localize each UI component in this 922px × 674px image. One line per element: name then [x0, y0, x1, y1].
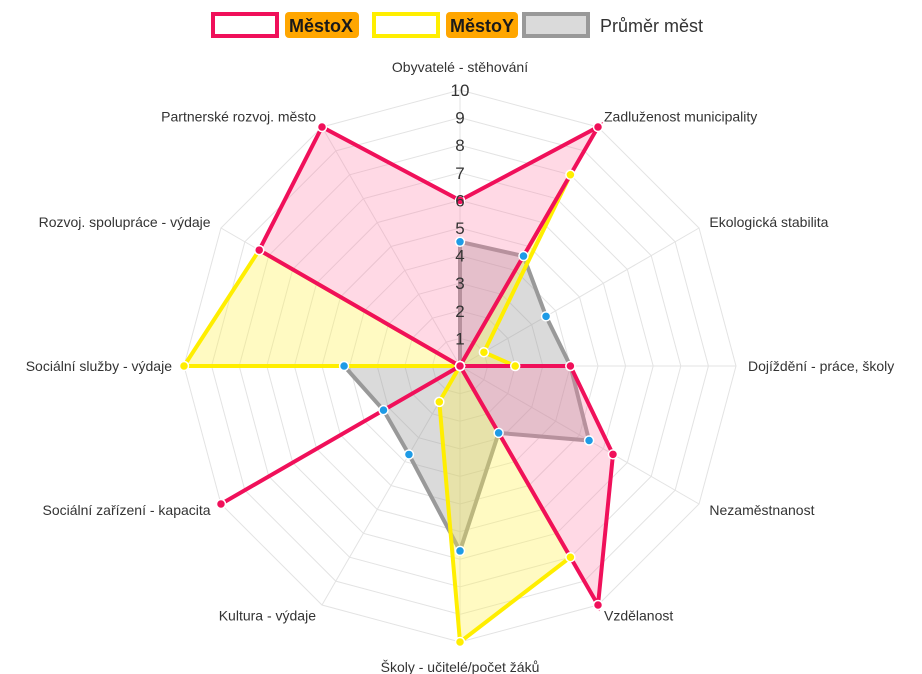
axis-label: Ekologická stabilita: [709, 214, 828, 230]
data-point-s0-10[interactable]: [253, 244, 265, 256]
tick-label: 1: [455, 329, 464, 348]
data-point-s0-8[interactable]: [215, 498, 227, 510]
legend-label-1[interactable]: MěstoY: [450, 16, 514, 36]
spoke-2: [459, 227, 700, 367]
spoke-4: [459, 365, 700, 505]
axis-label: Sociální zařízení - kapacita: [42, 502, 210, 518]
legend-swatch-0[interactable]: [211, 12, 279, 38]
axis-label: Školy - učitelé/počet žáků: [381, 659, 540, 674]
data-point-s2-5[interactable]: [493, 427, 504, 439]
data-point-s0-1[interactable]: [592, 121, 604, 133]
tick-label: 4: [455, 247, 464, 266]
data-point-s1-6[interactable]: [454, 636, 466, 648]
series-layer: [178, 121, 619, 648]
data-point-s2-9[interactable]: [338, 360, 350, 372]
axis-label: Vzdělanost: [604, 607, 673, 623]
data-point-s1-7[interactable]: [434, 396, 445, 408]
data-point-s2-0[interactable]: [454, 236, 466, 248]
tick-label: 3: [455, 274, 464, 293]
axis-label: Sociální služby - výdaje: [26, 358, 173, 374]
data-point-s2-1[interactable]: [518, 250, 529, 262]
data-point-s1-5[interactable]: [565, 551, 576, 563]
legend-swatch-1[interactable]: [372, 12, 440, 38]
data-point-s1-2[interactable]: [478, 346, 490, 358]
data-point-s0-9[interactable]: [454, 360, 466, 372]
data-point-s0-11[interactable]: [316, 121, 328, 133]
data-point-s0-3[interactable]: [565, 360, 576, 372]
axis-label: Dojíždění - práce, školy: [748, 358, 894, 374]
radial-ticks: 1 2 3 4 5 6 7 8 9 10: [451, 81, 470, 348]
spoke-11: [321, 126, 461, 367]
tick-label: 10: [451, 81, 470, 100]
data-point-s2-2[interactable]: [540, 311, 552, 322]
data-point-s1-1[interactable]: [565, 169, 576, 181]
legend-swatch-2[interactable]: [522, 12, 590, 38]
legend-label-0[interactable]: MěstoX: [289, 16, 353, 36]
axis-label: Partnerské rozvoj. město: [161, 109, 316, 125]
tick-label: 8: [455, 136, 464, 155]
axis-labels: Obyvatelé - stěhování Zadluženost municip…: [26, 59, 895, 674]
tick-label: 2: [455, 302, 464, 321]
tick-label: 9: [455, 109, 464, 128]
legend-label-2[interactable]: Průměr měst: [600, 16, 703, 36]
data-point-s0-0[interactable]: [454, 195, 466, 206]
series-area-0: [219, 121, 616, 612]
axis-label: Zadluženost municipality: [604, 109, 757, 125]
data-point-s0-5[interactable]: [592, 599, 604, 611]
data-point-s0-4[interactable]: [607, 449, 619, 460]
data-point-s1-3[interactable]: [509, 360, 521, 372]
data-point-s2-8[interactable]: [378, 404, 389, 416]
data-point-s2-7[interactable]: [403, 449, 415, 460]
data-point-s1-9[interactable]: [178, 360, 190, 372]
tick-label: 6: [455, 191, 464, 210]
legend[interactable]: MěstoX MěstoY Průměr měst: [211, 12, 703, 38]
axis-label: Obyvatelé - stěhování: [392, 59, 528, 75]
tick-label: 7: [455, 164, 464, 183]
axis-label: Kultura - výdaje: [219, 607, 316, 623]
legend-highlight-0: [285, 12, 359, 38]
series-area-1: [180, 173, 574, 646]
axis-label: Rozvoj. spolupráce - výdaje: [39, 214, 211, 230]
tick-label: 5: [455, 219, 464, 238]
axis-label: Nezaměstnanost: [709, 502, 814, 518]
data-point-s2-4[interactable]: [583, 435, 595, 446]
data-point-s2-6[interactable]: [454, 545, 466, 557]
legend-highlight-1: [446, 12, 518, 38]
